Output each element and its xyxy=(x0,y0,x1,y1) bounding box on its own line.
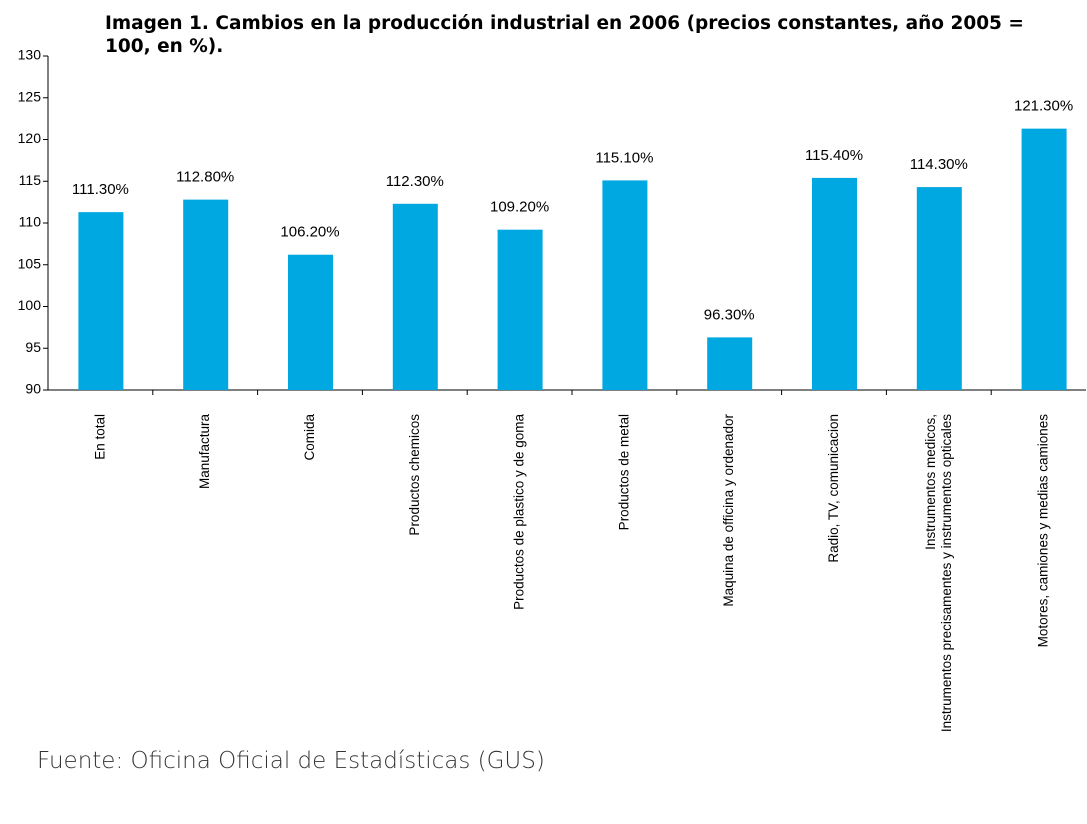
value-label: 109.20% xyxy=(490,199,549,216)
value-label: 115.40% xyxy=(805,147,863,164)
y-tick-label: 125 xyxy=(18,88,42,104)
bar xyxy=(78,212,124,390)
source-note: Fuente: Oficina Oficial de Estadísticas … xyxy=(37,748,545,774)
value-label: 111.30% xyxy=(72,181,129,198)
value-label: 106.20% xyxy=(280,224,339,241)
x-tick-label: Maquina de officina y ordenador xyxy=(721,414,736,607)
value-label: 121.30% xyxy=(1014,98,1073,115)
value-label: 114.30% xyxy=(910,156,968,173)
y-tick-label: 100 xyxy=(18,297,42,313)
value-label: 112.30% xyxy=(386,173,444,190)
x-tick-label: Comida xyxy=(302,414,317,461)
y-tick-label: 90 xyxy=(25,381,41,397)
bar xyxy=(1021,128,1067,390)
x-tick-label: Radio, TV, comunicacion xyxy=(826,414,841,563)
bar xyxy=(497,229,543,390)
y-tick-label: 120 xyxy=(18,130,42,146)
bar xyxy=(392,203,438,390)
x-tick-label: Manufactura xyxy=(197,414,212,490)
value-label: 112.80% xyxy=(176,169,234,186)
y-tick-label: 115 xyxy=(19,172,42,188)
y-tick-label: 110 xyxy=(19,214,42,230)
x-tick-label: Instrumentos medicos,Instrumentos precis… xyxy=(922,414,953,732)
x-tick-label: Motores, camiones y medias camiones xyxy=(1035,414,1050,648)
y-tick-label: 105 xyxy=(18,255,42,271)
value-label: 115.10% xyxy=(595,149,653,166)
bar xyxy=(916,187,962,390)
x-tick-label: Productos chemicos xyxy=(406,414,421,536)
chart-title: Imagen 1. Cambios en la producción indus… xyxy=(105,13,1024,57)
x-tick-label: Productos de metal xyxy=(616,414,631,530)
x-tick-label: Productos de plastico y de goma xyxy=(511,414,526,610)
bar xyxy=(707,337,753,390)
bar xyxy=(812,177,857,390)
bar xyxy=(288,254,333,390)
bar xyxy=(183,199,229,390)
y-tick-label: 95 xyxy=(25,339,41,355)
x-tick-label: En total xyxy=(92,414,107,460)
y-tick-label: 130 xyxy=(18,47,42,63)
bar xyxy=(602,180,648,390)
value-label: 96.30% xyxy=(704,306,755,323)
